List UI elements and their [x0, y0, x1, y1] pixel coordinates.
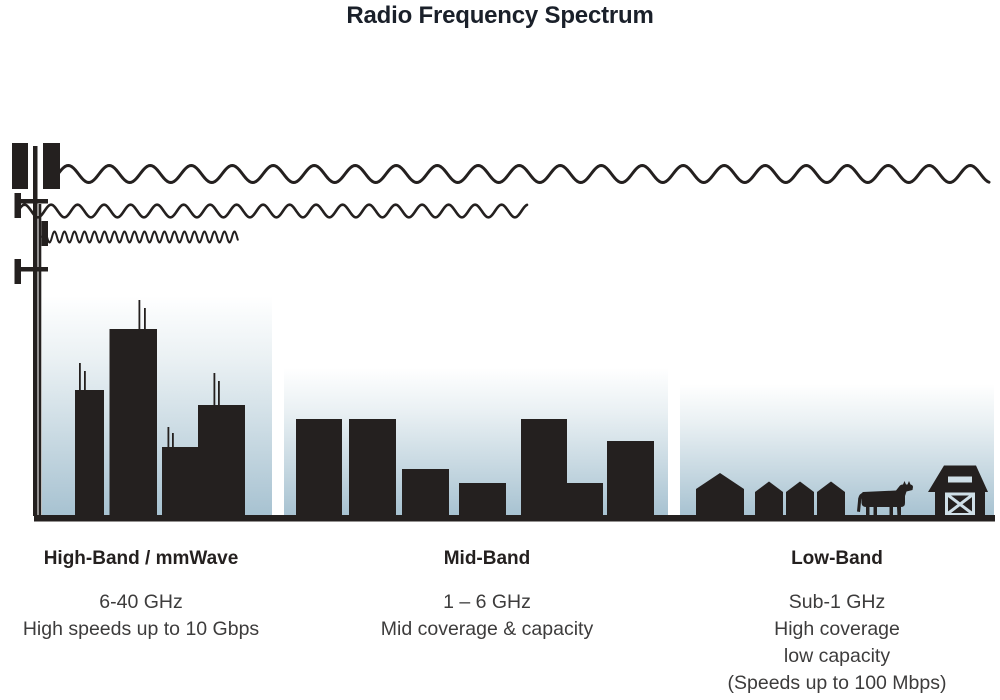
small-antenna — [14, 193, 21, 218]
small-antenna — [41, 221, 48, 246]
ground-line — [34, 515, 995, 522]
house-icon — [786, 481, 814, 516]
rooftop-antenna — [144, 308, 146, 330]
barn-hayloft-window — [948, 476, 972, 483]
rooftop-antenna — [167, 427, 170, 448]
page-title: Radio Frequency Spectrum — [346, 2, 654, 29]
band-frequency-high: 6-40 GHz — [99, 591, 183, 613]
rooftop-antenna — [172, 433, 174, 448]
building — [402, 469, 449, 516]
high-band-skyline — [75, 300, 245, 516]
tower-crossbar — [17, 199, 48, 204]
tower-mast — [33, 146, 38, 516]
band-frequency-mid: 1 – 6 GHz — [443, 591, 531, 613]
rooftop-antenna — [218, 381, 220, 406]
band-name-mid: Mid-Band — [443, 548, 531, 569]
house-icon — [817, 481, 845, 516]
house-icon — [696, 473, 744, 516]
mid-frequency-wave-icon — [16, 203, 529, 219]
band-caption-high: High-Band / mmWave 6-40 GHz High speeds … — [23, 548, 259, 643]
barn-door-crossbuck — [945, 492, 975, 516]
band-description-low-1: High coverage — [774, 618, 900, 640]
tower-crossbar — [17, 267, 48, 272]
barn-door-frame — [945, 492, 975, 516]
antenna-panel-left — [12, 143, 28, 189]
building — [109, 329, 157, 516]
building — [296, 419, 342, 516]
building — [75, 390, 104, 516]
antenna-panel-right — [43, 143, 60, 189]
spectrum-illustration — [12, 143, 995, 522]
band-description-low-2: low capacity — [783, 645, 891, 667]
barn-icon — [928, 465, 988, 516]
mid-band-skyline — [296, 419, 654, 516]
band-name-low: Low-Band — [791, 548, 883, 569]
band-name-high: High-Band / mmWave — [43, 548, 239, 569]
low-frequency-wave-icon — [56, 164, 991, 184]
building — [349, 419, 396, 516]
band-description-mid: Mid coverage & capacity — [380, 618, 594, 640]
band-description-high: High speeds up to 10 Gbps — [22, 618, 260, 640]
band-caption-mid: Mid-Band 1 – 6 GHz Mid coverage & capaci… — [381, 548, 593, 643]
building — [459, 483, 506, 516]
building — [567, 483, 603, 516]
high-frequency-wave-icon — [41, 230, 239, 244]
building — [607, 441, 654, 516]
band-frequency-low: Sub-1 GHz — [788, 591, 886, 613]
building — [521, 419, 567, 516]
band-description-low-3: (Speeds up to 100 Mbps) — [727, 672, 947, 694]
rooftop-antenna — [79, 363, 81, 391]
band-caption-low: Low-Band Sub-1 GHz High coverage low cap… — [728, 548, 947, 697]
building — [162, 447, 198, 516]
cow-icon — [857, 481, 913, 518]
rooftop-antenna — [138, 300, 141, 330]
low-band-farm — [696, 465, 988, 518]
building — [198, 405, 245, 516]
house-icon — [755, 481, 783, 516]
rooftop-antenna — [213, 373, 216, 406]
cow-body — [861, 481, 913, 518]
cell-tower-icon — [12, 143, 60, 516]
tower-mast-line — [38, 204, 42, 516]
rooftop-antenna — [84, 371, 86, 391]
small-antenna — [14, 259, 21, 284]
